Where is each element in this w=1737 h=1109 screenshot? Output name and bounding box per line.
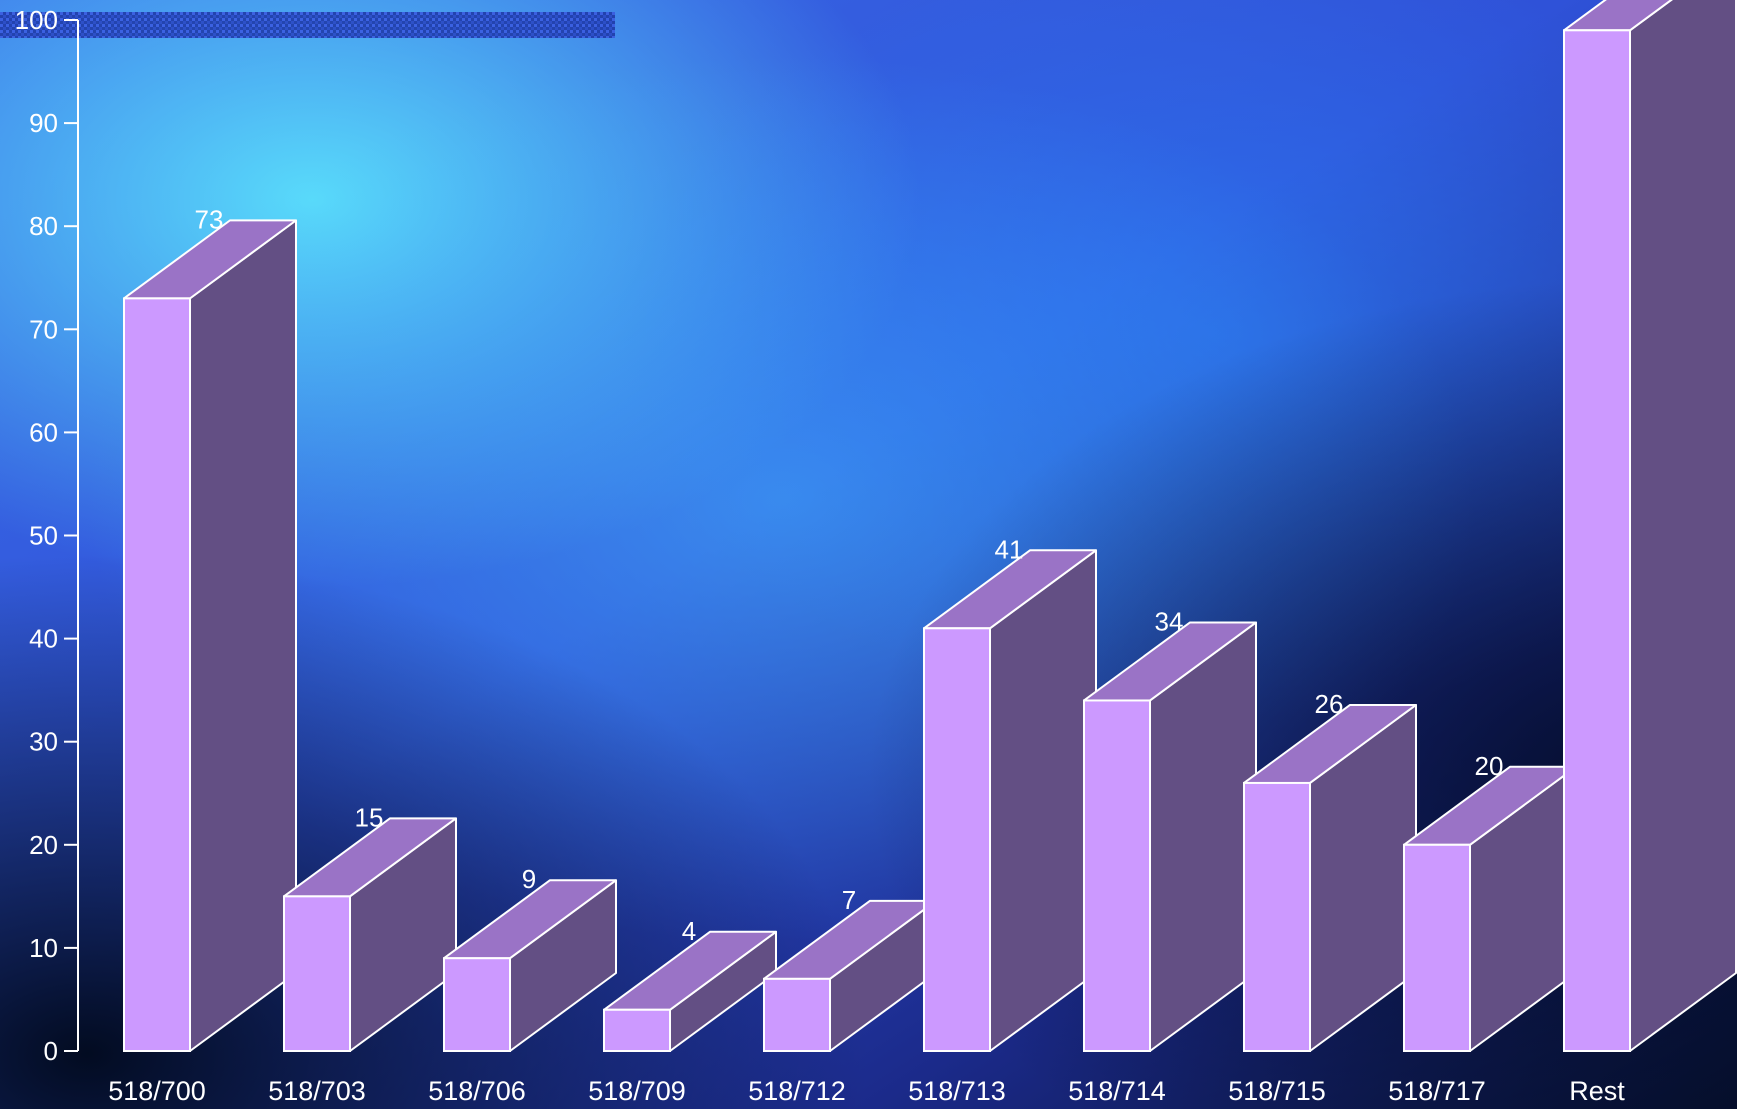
bar-front-518-706	[443, 957, 511, 1053]
data-label-518-717: 20	[1475, 751, 1504, 781]
x-label-518-717: 518/717	[1388, 1076, 1486, 1106]
bar-side-rest	[1629, 0, 1737, 1052]
data-label-518-713: 41	[995, 534, 1024, 564]
y-tick-label-0: 0	[44, 1036, 58, 1066]
bar-side-518-713	[989, 549, 1097, 1052]
bar-518-706	[443, 879, 617, 1053]
data-label-518-706: 9	[522, 864, 536, 894]
y-tick-label-90: 90	[29, 108, 58, 138]
bar-518-703	[283, 817, 457, 1052]
x-label-518-715: 518/715	[1228, 1076, 1326, 1106]
y-tick-label-50: 50	[29, 521, 58, 551]
y-tick-label-40: 40	[29, 624, 58, 654]
y-tick-label-60: 60	[29, 417, 58, 447]
data-label-518-712: 7	[842, 885, 856, 915]
bar-front-518-709	[603, 1008, 671, 1053]
y-ticks-group: 0 10 20 30 40 50 60 70 80 90 100	[15, 5, 78, 1066]
y-tick-label-10: 10	[29, 933, 58, 963]
y-tick-label-100: 100	[15, 5, 58, 35]
bar-front-518-713	[923, 627, 991, 1052]
bar-front-518-717	[1403, 843, 1471, 1052]
data-labels-group: 73 15 9 4 7 41 34 26 20	[195, 204, 1504, 945]
bar-front-518-714	[1083, 699, 1151, 1053]
bar-518-700	[123, 219, 297, 1052]
y-tick-label-20: 20	[29, 830, 58, 860]
y-tick-label-30: 30	[29, 727, 58, 757]
bar-front-518-715	[1243, 781, 1311, 1052]
bar-front-518-700	[123, 297, 191, 1052]
data-label-518-715: 26	[1315, 689, 1344, 719]
x-label-518-703: 518/703	[268, 1076, 366, 1106]
bar-518-717	[1403, 765, 1577, 1052]
x-label-518-712: 518/712	[748, 1076, 846, 1106]
y-tick-label-70: 70	[29, 314, 58, 344]
bar-side-518-700	[189, 219, 297, 1052]
x-label-rest: Rest	[1569, 1076, 1625, 1106]
bars-group	[123, 0, 1737, 1053]
x-label-518-714: 518/714	[1068, 1076, 1166, 1106]
bar-front-rest	[1563, 29, 1631, 1053]
bar-front-518-703	[283, 895, 351, 1052]
x-labels-group: 518/700 518/703 518/706 518/709 518/712 518/7…	[108, 1076, 1625, 1106]
bar-518-713	[923, 549, 1097, 1052]
bar-rest	[1563, 0, 1737, 1053]
data-label-518-700: 73	[195, 204, 224, 234]
data-label-518-714: 34	[1155, 606, 1184, 636]
x-label-518-709: 518/709	[588, 1076, 686, 1106]
bar-518-714	[1083, 621, 1257, 1053]
data-label-518-703: 15	[355, 802, 384, 832]
x-label-518-700: 518/700	[108, 1076, 206, 1106]
x-label-518-706: 518/706	[428, 1076, 526, 1106]
bar-518-715	[1243, 703, 1417, 1052]
bar-front-518-712	[763, 977, 831, 1053]
x-label-518-713: 518/713	[908, 1076, 1006, 1106]
y-tick-label-80: 80	[29, 211, 58, 241]
data-label-518-709: 4	[682, 916, 696, 946]
bar-518-709	[603, 930, 777, 1053]
bar-518-712	[763, 899, 937, 1053]
